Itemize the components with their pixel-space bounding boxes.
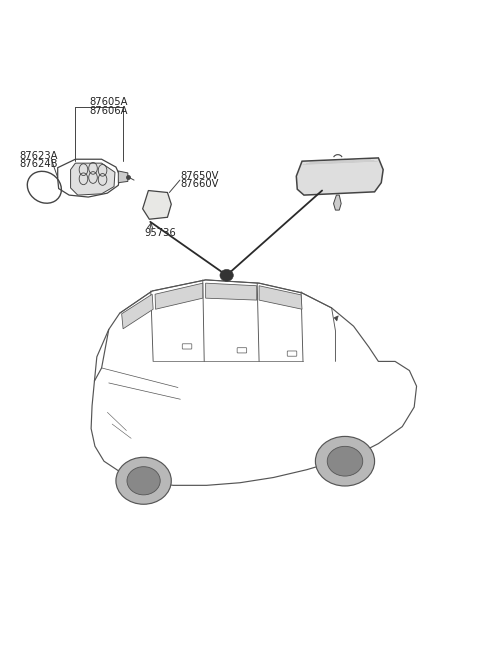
Text: 87624B: 87624B	[20, 159, 58, 170]
Polygon shape	[155, 283, 203, 309]
Polygon shape	[259, 286, 302, 309]
Text: 85101: 85101	[333, 160, 365, 171]
Ellipse shape	[116, 457, 171, 504]
Text: 87605A: 87605A	[90, 98, 128, 107]
Ellipse shape	[127, 466, 160, 495]
Ellipse shape	[327, 446, 363, 476]
Polygon shape	[143, 191, 171, 219]
Polygon shape	[121, 294, 153, 329]
Ellipse shape	[315, 436, 374, 486]
Ellipse shape	[220, 269, 233, 281]
Polygon shape	[205, 283, 257, 300]
Polygon shape	[118, 171, 128, 183]
Text: 87623A: 87623A	[20, 151, 58, 161]
Polygon shape	[334, 195, 341, 210]
Text: 95736: 95736	[144, 228, 176, 238]
Text: 87650V: 87650V	[180, 170, 219, 181]
Polygon shape	[296, 158, 383, 195]
Text: 87606A: 87606A	[90, 106, 128, 116]
Polygon shape	[334, 316, 338, 321]
Text: 87660V: 87660V	[180, 179, 219, 189]
Polygon shape	[71, 163, 115, 195]
